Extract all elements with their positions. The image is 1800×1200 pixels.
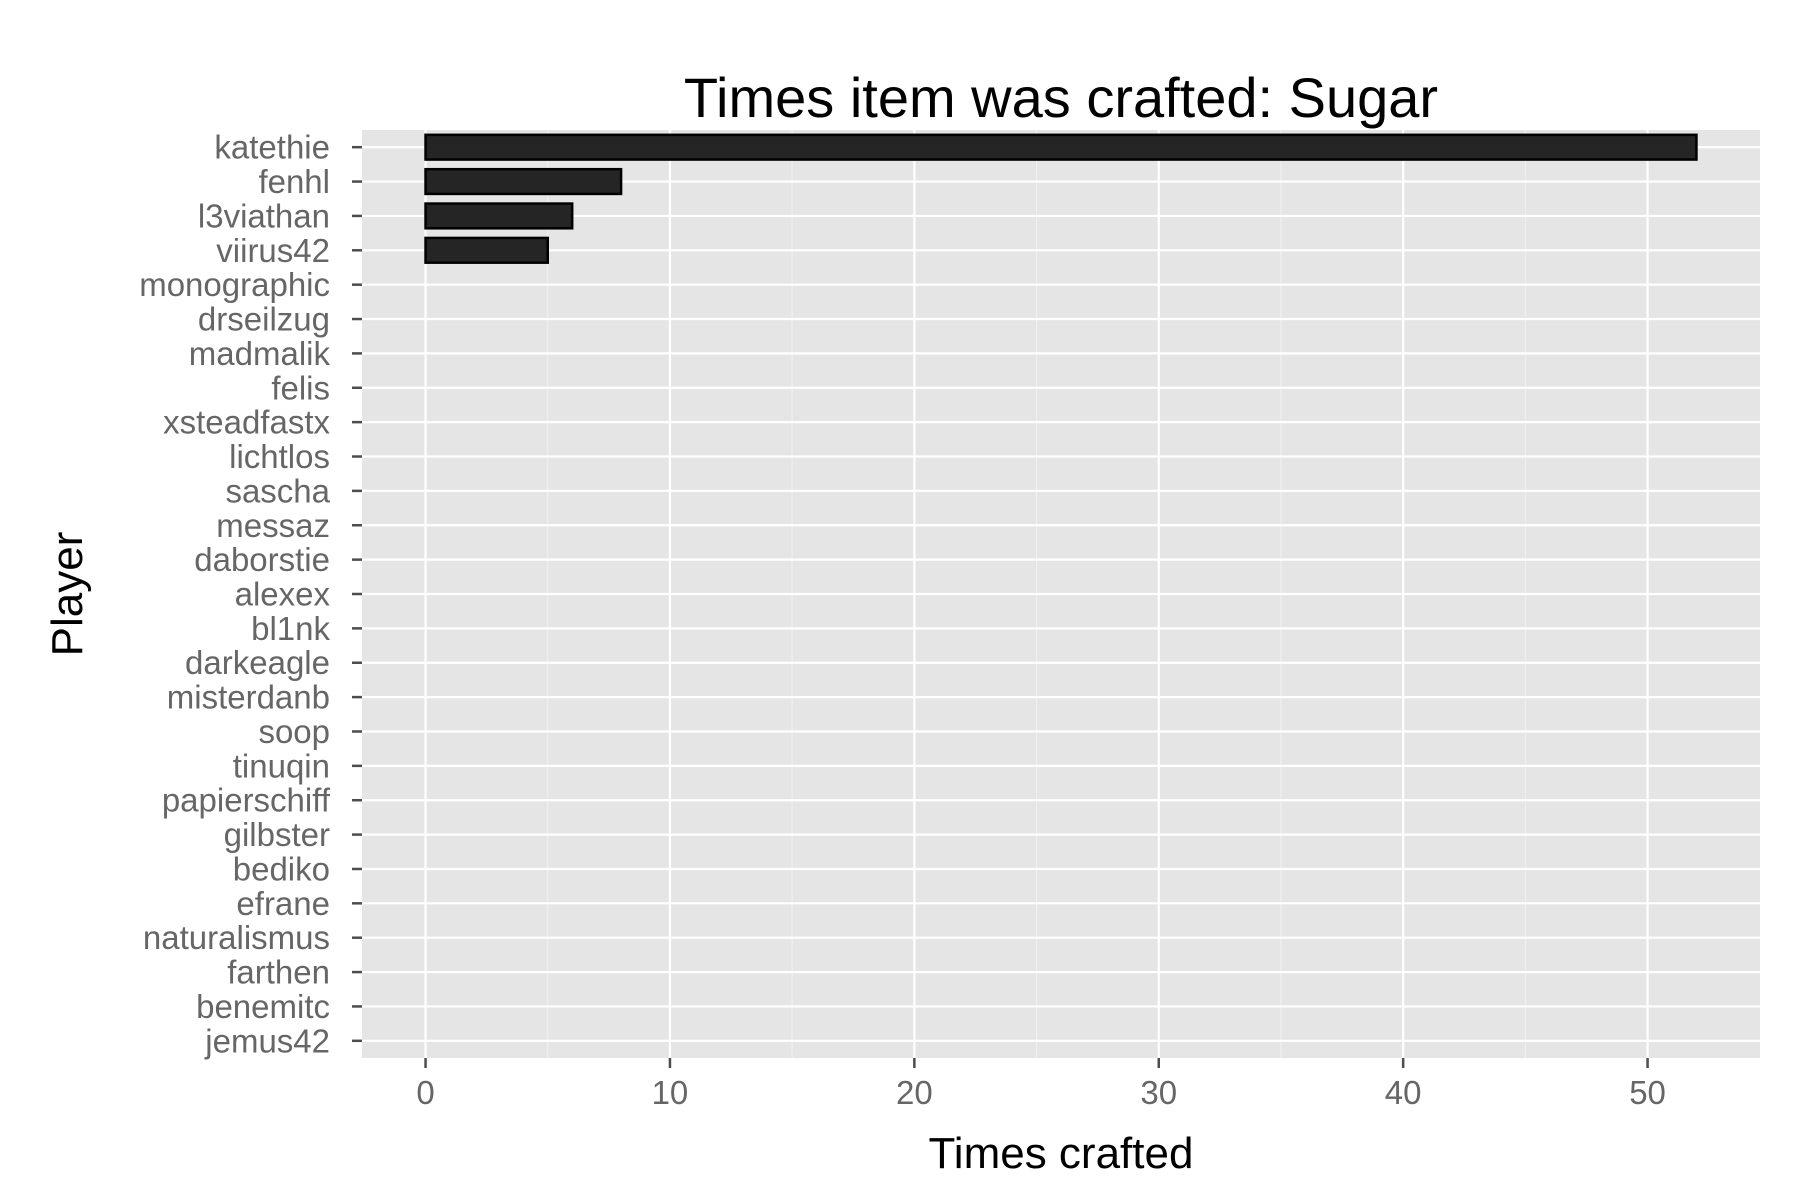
y-tick-label: daborstie: [194, 541, 330, 578]
y-tick-label: xsteadfastx: [163, 404, 330, 441]
y-tick-label: farthen: [227, 954, 330, 991]
y-tick-label: drseilzug: [198, 301, 330, 338]
major-gridlines: [362, 130, 1760, 1058]
bar: [424, 236, 549, 264]
x-tick-label: 0: [416, 1074, 434, 1111]
x-tick-label: 50: [1629, 1074, 1666, 1111]
y-tick-label: katethie: [214, 129, 330, 166]
y-tick-label: messaz: [216, 507, 330, 544]
bar: [424, 202, 574, 230]
y-tick-label: viirus42: [216, 232, 330, 269]
y-tick-label: papierschiff: [162, 782, 331, 819]
y-tick-label: jemus42: [204, 1022, 330, 1059]
x-tick-label: 10: [652, 1074, 689, 1111]
y-tick-label: soop: [258, 713, 330, 750]
bar: [424, 133, 1698, 161]
x-tick-label: 20: [896, 1074, 933, 1111]
y-tick-label: gilbster: [224, 816, 330, 853]
y-tick-label: madmalik: [189, 335, 331, 372]
x-tick-label: 30: [1140, 1074, 1177, 1111]
y-tick-label: lichtlos: [229, 438, 330, 475]
y-axis: katethiefenhll3viathanviirus42monographi…: [139, 129, 362, 1059]
x-tick-label: 40: [1385, 1074, 1422, 1111]
bars: [424, 133, 1698, 264]
y-tick-label: felis: [271, 369, 330, 406]
y-tick-label: alexex: [235, 576, 331, 613]
chart-title: Times item was crafted: Sugar: [684, 66, 1438, 129]
y-tick-label: efrane: [236, 885, 330, 922]
y-tick-label: fenhl: [258, 163, 330, 200]
y-tick-label: misterdanb: [167, 679, 330, 716]
x-axis-title: Times crafted: [929, 1129, 1194, 1178]
y-tick-label: bl1nk: [251, 610, 330, 647]
y-tick-label: benemitc: [196, 988, 330, 1025]
y-axis-title: Player: [43, 532, 92, 657]
y-tick-label: bediko: [233, 850, 330, 887]
y-tick-label: l3viathan: [198, 197, 330, 234]
x-axis: 0 10 20 30 40 50: [416, 1058, 1666, 1111]
bar: [424, 167, 623, 196]
y-tick-label: monographic: [139, 266, 330, 303]
y-tick-label: sascha: [225, 472, 330, 509]
y-tick-label: tinuqin: [233, 747, 330, 784]
y-tick-label: naturalismus: [143, 919, 330, 956]
y-tick-label: darkeagle: [185, 644, 330, 681]
